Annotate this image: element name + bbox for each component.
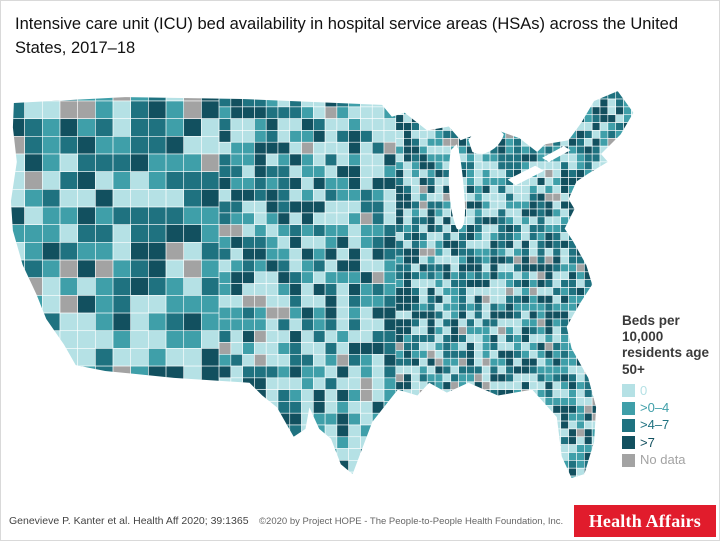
lake-michigan (448, 144, 466, 230)
legend-label: >0–4 (640, 400, 670, 416)
health-affairs-logo: Health Affairs (573, 505, 716, 537)
great-lakes (448, 127, 571, 230)
legend-swatch (622, 453, 635, 467)
legend-label: >7 (640, 434, 655, 450)
legend-item: 0 (622, 382, 718, 398)
footer: Genevieve P. Kanter et al. Health Aff 20… (1, 502, 719, 540)
legend-item: No data (622, 451, 718, 467)
map-area: Beds per 10,000 residents age 50+ 0 >0–4 >… (1, 83, 719, 505)
legend-item: >4–7 (622, 418, 718, 432)
hsa-mosaic (10, 91, 634, 479)
lake-ontario (542, 146, 571, 162)
legend-label: >4–7 (640, 417, 670, 433)
legend-item: >7 (622, 434, 718, 450)
legend-swatch (622, 436, 635, 450)
copyright-text: ©2020 by Project HOPE - The People-to-Pe… (259, 515, 564, 527)
legend-label: 0 (640, 382, 648, 398)
legend-swatch (622, 401, 635, 415)
lake-huron (468, 127, 504, 154)
lake-erie (507, 165, 545, 186)
legend-title: Beds per 10,000 residents age 50+ (622, 313, 710, 377)
legend-item: >0–4 (622, 400, 718, 416)
legend: Beds per 10,000 residents age 50+ 0 >0–4 >… (622, 313, 718, 471)
legend-swatch (622, 384, 635, 398)
legend-items: 0 >0–4 >4–7 >7 No data (622, 382, 718, 467)
legend-label: No data (640, 451, 686, 467)
legend-swatch (622, 418, 635, 432)
citation-text: Genevieve P. Kanter et al. Health Aff 20… (9, 515, 249, 527)
figure-title: Intensive care unit (ICU) bed availabili… (15, 15, 679, 57)
us-choropleth-map (10, 91, 634, 479)
